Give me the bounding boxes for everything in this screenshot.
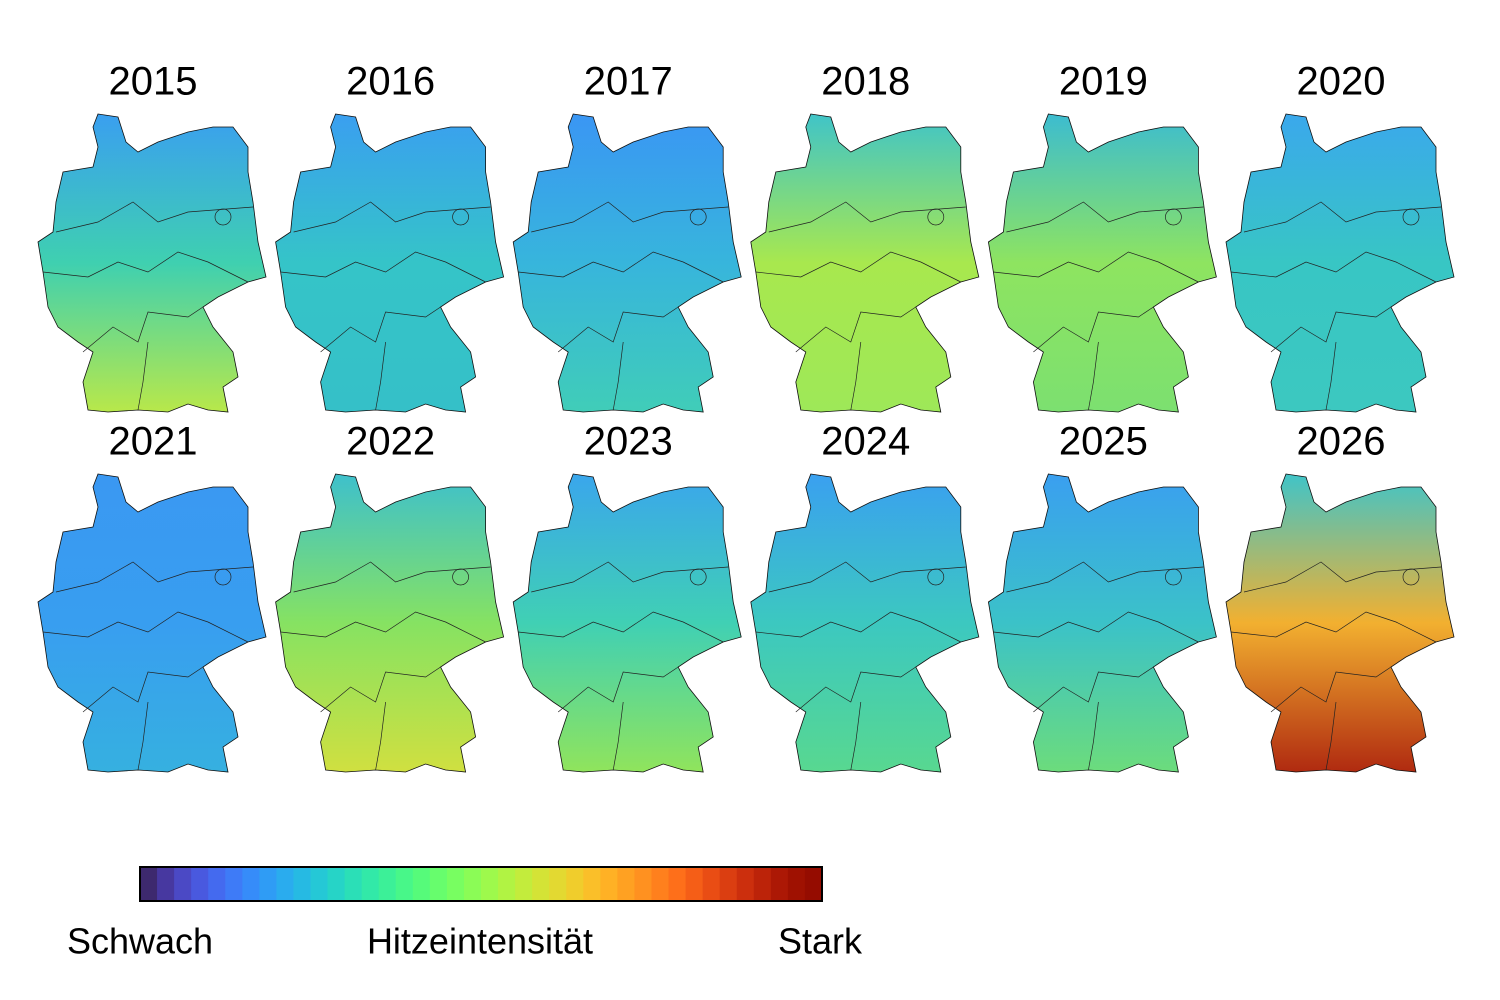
- city-border: [1165, 208, 1182, 226]
- city-border: [689, 208, 707, 226]
- colorbar-step: [140, 867, 158, 901]
- colorbar-step: [327, 867, 346, 901]
- panel-title: 2025: [1059, 420, 1148, 464]
- panel-title: 2026: [1297, 420, 1386, 464]
- colorbar-step: [225, 867, 243, 901]
- colorbar-step: [242, 867, 260, 901]
- state-borders: [755, 561, 966, 771]
- colorbar-step: [293, 867, 311, 901]
- colorbar-step: [361, 867, 380, 901]
- colorbar-step: [736, 867, 755, 901]
- map-outline: [750, 113, 980, 413]
- city-border: [1402, 208, 1420, 226]
- colorbar-step: [463, 867, 482, 901]
- map-outline: [987, 473, 1217, 773]
- colorbar-step: [446, 867, 465, 901]
- panel-title: 2017: [584, 60, 673, 104]
- state-borders: [42, 201, 254, 411]
- state-borders: [993, 201, 1204, 411]
- colorbar-step: [549, 867, 567, 901]
- colorbar-step: [532, 867, 550, 901]
- map-outline: [987, 113, 1217, 413]
- colorbar-step: [208, 867, 226, 901]
- panel-title: 2022: [346, 420, 435, 464]
- colorbar-frame: [139, 866, 823, 902]
- colorbar-low: Schwach: [67, 921, 213, 962]
- panel-title: 2023: [584, 420, 673, 464]
- state-borders: [993, 561, 1204, 771]
- colorbar-step: [481, 867, 499, 901]
- state-borders: [755, 201, 966, 411]
- colorbar-step: [668, 867, 687, 901]
- colorbar-step: [498, 867, 516, 901]
- city-border: [214, 568, 232, 586]
- map-outline: [750, 473, 980, 773]
- city-border: [689, 568, 707, 586]
- map-outline: [37, 113, 267, 413]
- colorbar-step: [651, 867, 670, 901]
- colorbar-step: [157, 867, 175, 901]
- panel-title: 2019: [1059, 60, 1148, 104]
- colorbar-step: [174, 867, 192, 901]
- city-border: [927, 568, 945, 586]
- colorbar-high: Stark: [778, 921, 863, 962]
- colorbar-step: [412, 867, 431, 901]
- state-borders: [1230, 201, 1442, 411]
- state-borders: [518, 561, 729, 771]
- colorbar-step: [770, 867, 789, 901]
- city-border: [452, 208, 469, 226]
- state-borders: [1230, 561, 1442, 771]
- colorbar-step: [515, 867, 533, 901]
- state-borders: [280, 201, 491, 411]
- map-outline: [512, 113, 742, 413]
- panel-title: 2018: [821, 60, 910, 104]
- city-border: [1165, 568, 1182, 586]
- city-border: [452, 568, 469, 586]
- colorbar-step: [685, 867, 704, 901]
- panel-title: 2024: [821, 420, 910, 464]
- state-borders: [280, 561, 491, 771]
- panel-title: 2020: [1297, 60, 1386, 104]
- panel-title: 2021: [109, 420, 198, 464]
- state-borders: [518, 201, 729, 411]
- city-border: [927, 208, 945, 226]
- colorbar-step: [753, 867, 772, 901]
- colorbar-step: [804, 867, 823, 901]
- map-outline: [275, 113, 505, 413]
- colorbar-step: [344, 867, 363, 901]
- colorbar-step: [259, 867, 277, 901]
- colorbar-step: [617, 867, 635, 901]
- city-border: [1402, 568, 1420, 586]
- colorbar-step: [191, 867, 209, 901]
- colorbar-step: [583, 867, 601, 901]
- colorbar-step: [600, 867, 618, 901]
- colorbar: [140, 867, 823, 901]
- colorbar-step: [276, 867, 294, 901]
- map-outline: [275, 473, 505, 773]
- state-borders: [42, 561, 254, 771]
- colorbar-step: [702, 867, 721, 901]
- city-border: [214, 208, 232, 226]
- map-outline: [1225, 113, 1455, 413]
- colorbar-label: Hitzeintensität: [367, 921, 593, 962]
- map-outline: [512, 473, 742, 773]
- colorbar-step: [310, 867, 329, 901]
- colorbar-step: [395, 867, 414, 901]
- panel-title: 2016: [346, 60, 435, 104]
- map-outline: [37, 473, 267, 773]
- colorbar-step: [566, 867, 584, 901]
- colorbar-step: [634, 867, 652, 901]
- colorbar-step: [429, 867, 448, 901]
- map-outline: [1225, 473, 1455, 773]
- panel-title: 2015: [109, 60, 198, 104]
- map-grid: 2015 2016 2017 2018 2019 2020 2021 2022 2023 2024…: [37, 60, 1455, 773]
- colorbar-step: [719, 867, 738, 901]
- colorbar-step: [378, 867, 397, 901]
- colorbar-step: [787, 867, 806, 901]
